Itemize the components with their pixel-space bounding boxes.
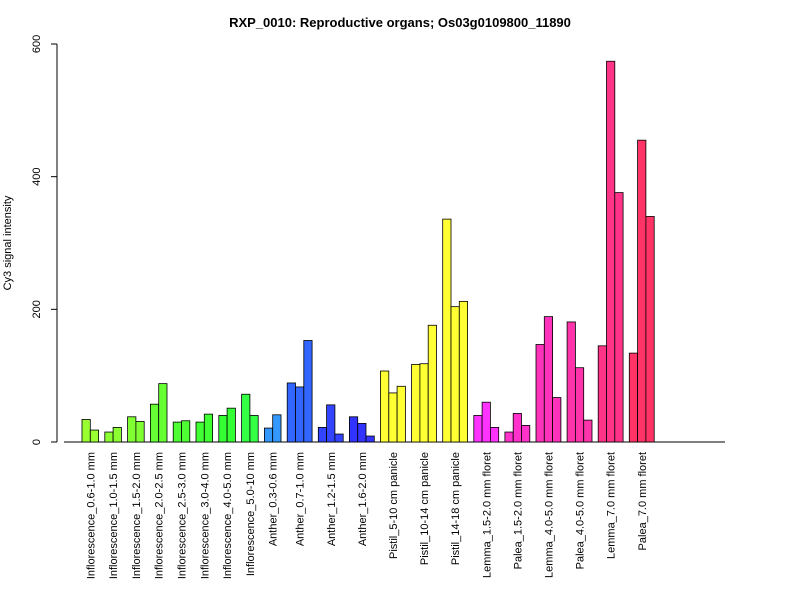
bar [303,340,313,443]
bar [411,363,421,443]
bar [388,392,398,443]
bar [334,433,344,443]
bar [81,419,91,443]
y-tick-label: 0 [31,439,43,445]
category-label: Anther_0.7-1.0 mm [295,452,307,546]
bar [645,216,655,443]
bar [218,415,228,443]
bar [181,420,191,443]
category-label: Anther_0.3-0.6 mm [268,452,280,546]
y-tick-label: 400 [31,167,43,185]
bar [89,429,100,443]
bars [81,60,655,443]
bar [583,419,593,443]
bar [295,386,305,443]
chart-title: RXP_0010: Reproductive organs; Os03g0109… [229,15,571,30]
bar [326,404,336,443]
category-label: Inflorescence_3.0-4.0 mm [199,452,211,579]
bar [317,427,327,443]
bar [504,431,514,443]
category-label: Palea_4.0-5.0 mm floret [575,452,587,569]
category-label: Anther_1.2-1.5 mm [326,452,338,546]
bar [195,421,205,443]
category-labels: Inflorescence_0.6-1.0 mm Inflorescence_1.… [85,452,648,579]
bar [566,321,576,443]
category-label: Inflorescence_2.0-2.5 mm [154,452,166,579]
bar [419,363,429,443]
bar [521,425,531,443]
bar [442,218,452,443]
bar [263,427,274,443]
bar [481,401,491,443]
bar [286,382,296,443]
category-label: Pistil_5-10 cm panicle [388,452,400,559]
bar [112,427,122,443]
bar [172,421,182,443]
bar [380,370,390,443]
category-label: Inflorescence_1.5-2.0 mm [131,452,143,579]
category-label: Lemma_7.0 mm floret [606,452,618,559]
bar [450,306,460,443]
category-label: Inflorescence_0.6-1.0 mm [85,452,97,579]
category-label: Pistil_14-18 cm panicle [450,452,462,565]
bar [575,367,585,443]
y-axis: 0 200 400 600 [31,35,58,445]
y-tick-label: 600 [31,35,43,53]
category-label: Anther_1.6-2.0 mm [357,452,369,546]
bar [127,416,137,443]
bar [149,403,160,443]
bar [365,435,375,443]
bar [396,385,406,443]
bar [606,60,616,443]
bar [241,393,251,443]
category-label: Pistil_10-14 cm panicle [419,452,431,565]
bar [135,421,145,443]
category-label: Lemma_4.0-5.0 mm floret [543,452,555,578]
bar [543,316,553,443]
bar [249,415,259,443]
bar [614,192,624,443]
category-label: Palea_1.5-2.0 mm floret [512,452,524,569]
bar [272,414,282,443]
bar [597,345,607,443]
category-label: Inflorescence_4.0-5.0 mm [222,452,234,579]
bar [512,413,522,443]
bar [104,431,114,443]
bar [203,413,214,443]
bar [489,427,500,443]
bar [348,416,359,443]
category-label: Palea_7.0 mm floret [637,452,649,550]
bar [427,324,437,443]
bar [628,352,638,443]
y-tick-label: 200 [31,300,43,318]
bar [458,300,468,443]
y-axis-label: Cy3 signal intensity [2,195,14,290]
bar [552,397,562,443]
bar [357,423,367,443]
category-label: Inflorescence_5.0-10 mm [245,452,257,576]
category-label: Inflorescence_2.5-3.0 mm [177,452,189,579]
category-label: Inflorescence_1.0-1.5 mm [108,452,120,579]
bar [535,344,545,443]
bar [637,139,647,443]
bar [473,415,483,443]
bar [158,383,168,443]
category-label: Lemma_1.5-2.0 mm floret [481,452,493,578]
bar [226,407,236,443]
